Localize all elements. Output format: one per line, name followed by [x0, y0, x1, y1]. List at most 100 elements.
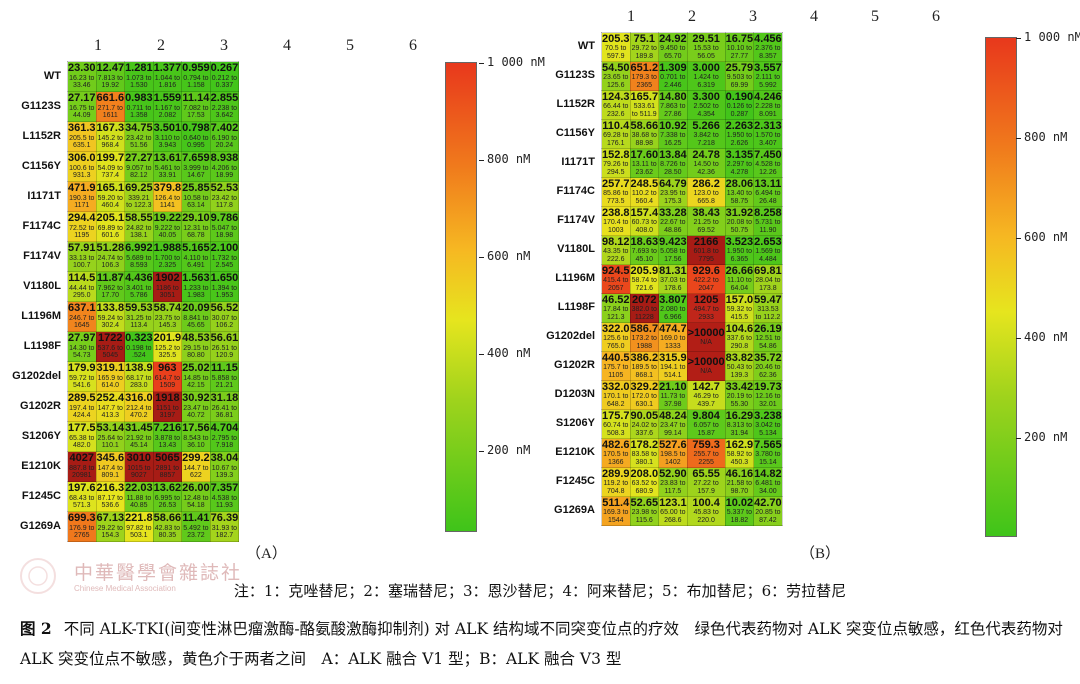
ic50-value: 11.14 [182, 92, 210, 105]
ic50-range: 6.190 to 20.24 [211, 134, 238, 150]
heatmap-cell: 1.377 1.044 to 1.816 [152, 61, 183, 92]
ic50-value: 1.650 [210, 272, 239, 285]
ic50-range: 197.4 to 424.4 [69, 404, 95, 420]
heatmap-grid-b: 205.3 70.5 to 597.9 75.1 29.72 to 189.8 24.9… [601, 32, 783, 526]
heatmap-cell: 11.41 5.492 to 23.72 [181, 511, 211, 542]
heatmap-cell: 13.61 5.461 to 33.91 [152, 151, 183, 182]
heatmap-cell: 19.22 9.222 to 40.05 [152, 211, 183, 242]
ic50-value: 138.9 [125, 362, 153, 375]
ic50-value: 1.559 [153, 92, 182, 105]
ic50-value: 27.27 [125, 152, 153, 165]
heatmap-cell: 104.6 337.6 to 290.8 [724, 322, 755, 352]
ic50-range: 5.058 to 17.56 [660, 248, 686, 263]
ic50-range: 601.8 to 7795 [693, 248, 719, 263]
ic50-range: 21.25 to 69.52 [693, 219, 719, 234]
ic50-value: 51.28 [96, 242, 125, 255]
heatmap-row: 238.8 170.4 to 1003 157.4 60.73 to 408.0 33.… [601, 206, 783, 236]
ic50-range: 79.26 to 294.5 [603, 161, 629, 176]
ic50-value: 252.4 [96, 392, 125, 405]
ic50-range: 3.042 to 5.134 [755, 422, 781, 437]
drug-column-number: 2 [688, 8, 696, 25]
ic50-value: >10000 [687, 326, 725, 339]
heatmap-cell: 28.06 13.40 to 58.75 [724, 177, 755, 207]
heatmap-cell: 924.5 415.4 to 2057 [601, 264, 631, 294]
heatmap-cell: 56.61 26.51 to 120.9 [209, 331, 240, 362]
ic50-range: 60.74 to 508.3 [603, 422, 629, 437]
ic50-range: 20.08 to 50.75 [726, 219, 753, 234]
ic50-value: 248.5 [630, 177, 659, 190]
ic50-range: 337.6 to 290.8 [726, 335, 753, 350]
ic50-range: 212.4 to 470.2 [126, 404, 152, 420]
ic50-value: 4.456 [754, 32, 782, 45]
heatmap-cell: 7.402 6.190 to 20.24 [209, 121, 240, 152]
ic50-value: 1205 [693, 293, 719, 306]
heatmap-cell: 152.8 79.26 to 294.5 [601, 148, 631, 178]
heatmap-cell: 6.992 5.689 to 8.593 [124, 241, 154, 272]
ic50-value: 14.80 [659, 90, 687, 103]
ic50-range: 173.2 to 1988 [631, 335, 657, 350]
ic50-value: 35.72 [754, 351, 782, 364]
heatmap-cell: 52.53 23.42 to 117.8 [209, 181, 240, 212]
mutation-label: L1152R [556, 98, 595, 110]
heatmap-cell: 8.938 4.206 to 18.99 [209, 151, 240, 182]
heatmap-cell: 76.39 31.93 to 182.7 [209, 511, 240, 542]
ic50-range: 10.67 to 139.3 [211, 464, 238, 480]
ic50-value: 46.16 [725, 467, 754, 480]
ic50-value: 42.70 [754, 496, 782, 509]
ic50-range: 23.65 to 125.6 [603, 74, 629, 89]
ic50-range: 7.338 to 16.25 [660, 132, 686, 147]
heatmap-cell: 248.5 110.2 to 560.4 [629, 177, 660, 207]
ic50-value: 34.75 [125, 122, 153, 135]
mutation-label: F1174V [557, 214, 595, 226]
ic50-range: 20.46 to 62.36 [755, 364, 781, 379]
ic50-range: 3.780 to 15.14 [755, 451, 781, 466]
ic50-value: 165.7 [630, 90, 659, 103]
ic50-range: 170.5 to 1366 [603, 451, 629, 466]
ic50-range: 100.6 to 931.3 [69, 164, 95, 180]
heatmap-cell: 58.74 23.75 to 145.3 [152, 301, 183, 332]
ic50-value: 9.786 [210, 212, 239, 225]
ic50-range: 14.50 to 42.36 [693, 161, 719, 176]
ic50-value: 21.10 [659, 380, 687, 393]
ic50-range: 1.424 to 6.319 [693, 74, 719, 89]
heatmap-row: 124.3 66.44 to 232.6 165.7 533.61 to 511.9 1… [601, 90, 783, 120]
ic50-range: 110.2 to 560.4 [631, 190, 657, 205]
heatmap-row: 27.97 14.30 to 54.73 1722 537.6 to 5045 0.32… [67, 331, 240, 362]
heatmap-cell: 289.5 197.4 to 424.4 [67, 391, 97, 422]
ic50-range: 147.7 to 413.3 [97, 404, 123, 420]
mutation-label: F1245C [555, 475, 595, 487]
ic50-range: 537.6 to 5045 [97, 344, 123, 360]
heatmap-cell: 138.9 68.17 to 283.0 [124, 361, 154, 392]
ic50-value: 316.0 [125, 392, 153, 405]
ic50-range: 4.110 to 6.491 [183, 254, 209, 270]
heatmap-cell: 474.7 169.0 to 1333 [658, 322, 688, 352]
ic50-value: 208.0 [630, 467, 659, 480]
heatmap-cell: 18.63 7.693 to 45.10 [629, 235, 660, 265]
ic50-range: 14.30 to 54.73 [69, 344, 95, 360]
ic50-range: 1151 to 3197 [155, 404, 179, 420]
ic50-range: 23.83 to 117.5 [660, 480, 686, 495]
heatmap-cell: 5.266 3.842 to 7.218 [686, 119, 726, 149]
ic50-value: 1.377 [153, 62, 182, 75]
mutation-label: G1269A [20, 519, 61, 532]
colorbar-b [985, 37, 1017, 537]
ic50-range: 37.03 to 178.6 [660, 277, 686, 292]
ic50-value: 90.05 [630, 409, 659, 422]
ic50-range: 22.67 to 48.86 [660, 219, 686, 234]
mutation-label: G1202R [554, 359, 595, 371]
ic50-value: 100.4 [692, 496, 720, 509]
panel-a-label: （A） [246, 546, 287, 562]
ic50-value: 9.804 [692, 409, 720, 422]
heatmap-cell: 14.80 7.863 to 27.86 [658, 90, 688, 120]
ic50-range: N/A [700, 368, 712, 376]
ic50-range: 50.43 to 139.3 [726, 364, 753, 379]
ic50-value: 81.31 [659, 264, 687, 277]
heatmap-cell: 110.4 69.28 to 176.1 [601, 119, 631, 149]
heatmap-cell: 7.565 3.780 to 15.14 [753, 438, 783, 468]
heatmap-cell: 9.423 5.058 to 17.56 [658, 235, 688, 265]
ic50-value: 31.18 [210, 392, 239, 405]
heatmap-cell: 67.13 29.22 to 154.3 [95, 511, 126, 542]
ic50-range: 12.51 to 54.86 [755, 335, 781, 350]
mutation-label: F1174C [556, 185, 595, 197]
heatmap-cell: 252.4 147.7 to 413.3 [95, 391, 126, 422]
